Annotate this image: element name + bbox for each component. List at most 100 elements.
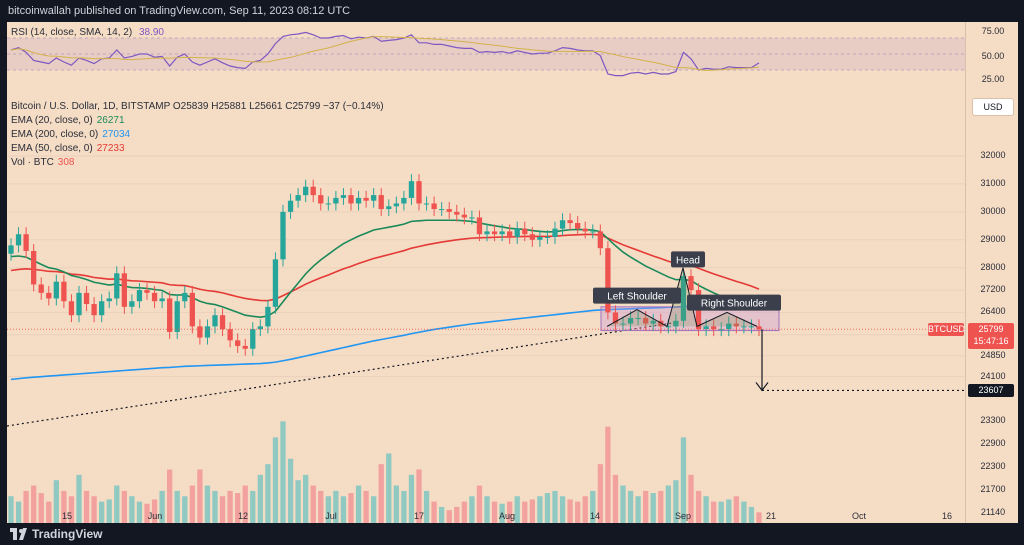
- candle: [537, 230, 543, 247]
- candle: [83, 285, 90, 312]
- volume-bar: [167, 469, 173, 523]
- candle: [114, 266, 120, 306]
- candle: [159, 291, 165, 309]
- candle-body: [272, 259, 279, 307]
- volume-bar: [325, 496, 331, 523]
- candle: [416, 174, 422, 211]
- volume-bar: [355, 485, 362, 523]
- candle-body: [756, 326, 762, 330]
- volume-bar: [91, 496, 97, 523]
- candle-body: [363, 197, 369, 201]
- volume-bar: [665, 485, 671, 523]
- volume-bar: [227, 490, 233, 523]
- candle: [189, 285, 195, 334]
- volume-bar: [635, 496, 641, 523]
- candle-body: [627, 318, 634, 324]
- candle-body: [182, 292, 188, 302]
- price-axis-label: 29000: [980, 233, 1006, 244]
- candle-body: [703, 326, 709, 330]
- rsi-pane[interactable]: RSI (14, close, SMA, 14, 2) 38.90: [7, 22, 965, 90]
- x-tick-label: Sep: [675, 511, 691, 521]
- candle: [235, 333, 241, 353]
- volume-bar: [741, 501, 747, 523]
- last-price-tag: 25799 15:47:16: [968, 323, 1014, 350]
- volume-bar: [287, 458, 294, 523]
- candle: [121, 266, 127, 314]
- volume-bar: [15, 501, 22, 523]
- ema200-label: EMA (200, close, 0): [11, 129, 99, 140]
- candle-body: [76, 292, 82, 316]
- candle: [605, 241, 611, 320]
- candle: [499, 224, 505, 242]
- volume-bar: [83, 490, 90, 523]
- candle: [688, 269, 694, 298]
- volume-bar: [590, 490, 596, 523]
- candle: [325, 196, 331, 211]
- candle: [529, 227, 535, 247]
- candle-body: [514, 228, 520, 237]
- candle-body: [439, 209, 445, 211]
- x-tick-label: 15: [62, 511, 72, 521]
- candle-body: [499, 231, 505, 235]
- volume-bar: [643, 490, 649, 523]
- candle-body: [582, 228, 588, 232]
- tradingview-logo-icon: [10, 528, 27, 540]
- candle-body: [53, 281, 59, 299]
- volume-bar: [748, 506, 755, 523]
- candle-body: [325, 203, 331, 205]
- candle-body: [650, 320, 656, 324]
- candle-body: [144, 290, 150, 293]
- volume-bar: [250, 490, 256, 523]
- candle-body: [333, 197, 339, 204]
- candle: [408, 174, 415, 205]
- volume-bar: [310, 485, 316, 523]
- chart-area[interactable]: RSI (14, close, SMA, 14, 2) 38.90 Head Le…: [6, 22, 1018, 523]
- candle-body: [378, 195, 384, 210]
- candle-body: [257, 326, 263, 330]
- volume-bar: [151, 499, 158, 523]
- volume-bar: [469, 496, 475, 523]
- candle-body: [151, 292, 158, 302]
- trend-line: [6, 321, 680, 427]
- candle-body: [476, 217, 483, 235]
- x-tick-label: 16: [942, 511, 952, 521]
- candle-body: [31, 250, 37, 285]
- candle: [431, 196, 437, 217]
- volume-bar: [499, 503, 505, 523]
- candle: [99, 294, 105, 323]
- ema50-label: EMA (50, close, 0): [11, 143, 93, 154]
- candle: [484, 224, 490, 242]
- candle-body: [416, 181, 422, 204]
- volume-bar: [680, 437, 687, 523]
- ema20-label: EMA (20, close, 0): [11, 115, 93, 126]
- volume-bar: [235, 493, 241, 523]
- candle-body: [61, 281, 67, 302]
- volume-bar: [265, 464, 271, 523]
- price-axis[interactable]: USD 75.00 50.00 25.00 32000 31000 30000 29000 2…: [928, 22, 1018, 523]
- volume-bar: [544, 493, 551, 523]
- candle: [575, 216, 581, 236]
- main-price-pane[interactable]: Head Left Shoulder Right Shoulder 15 Jun 12 Ju…: [6, 96, 965, 523]
- candle: [612, 305, 619, 331]
- candle-body: [114, 273, 120, 299]
- left-shoulder-label: Left Shoulder: [593, 287, 681, 304]
- volume-bar: [189, 485, 195, 523]
- volume-bar: [197, 469, 203, 523]
- volume-bar: [272, 437, 279, 523]
- candle-body: [620, 323, 626, 325]
- publisher-text: bitcoinwallah published on TradingView.c…: [8, 5, 351, 17]
- candle-body: [295, 195, 301, 201]
- volume-bar: [46, 501, 52, 523]
- candle: [182, 285, 188, 309]
- candle: [204, 319, 211, 345]
- candle: [38, 277, 44, 300]
- price-ohlc: O25839 H25881 L25661 C25799 −37 (−0.14%): [172, 101, 384, 112]
- volume-bar: [446, 510, 452, 523]
- candle: [514, 221, 520, 244]
- candle: [461, 207, 467, 225]
- candle: [393, 196, 399, 214]
- candle-body: [38, 284, 44, 293]
- currency-button[interactable]: USD: [972, 98, 1014, 116]
- volume-bar: [31, 485, 37, 523]
- candle: [469, 210, 475, 225]
